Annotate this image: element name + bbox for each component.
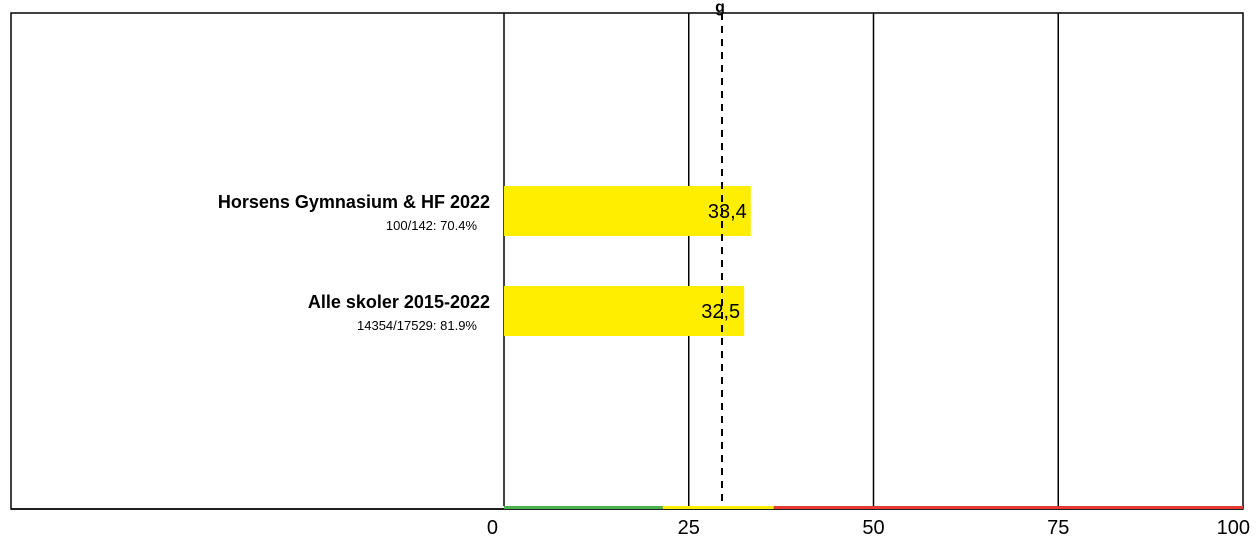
x-tick-label-50: 50 (862, 517, 884, 539)
category-labels: Horsens Gymnasium & HF 2022 100/142: 70.4… (218, 192, 490, 333)
chart-title: g (715, 0, 725, 16)
x-tick-label-75: 75 (1047, 517, 1069, 539)
category-label-0: Horsens Gymnasium & HF 2022 (218, 192, 490, 212)
color-band-1 (662, 506, 774, 509)
category-sublabel-1: 14354/17529: 81.9% (357, 318, 477, 333)
category-label-1: Alle skoler 2015-2022 (308, 292, 490, 312)
bar-0 (504, 186, 751, 236)
bar-value-label-0: 33,4 (708, 201, 747, 223)
color-band-0 (504, 506, 663, 509)
x-tick-label-0: 0 (487, 517, 498, 539)
x-tick-label-100: 100 (1217, 517, 1250, 539)
bars: 33,4 32,5 (504, 186, 751, 336)
category-sublabel-0: 100/142: 70.4% (386, 218, 478, 233)
color-bands (504, 506, 1243, 509)
bar-value-label-1: 32,5 (701, 301, 740, 323)
bar-1 (504, 286, 745, 336)
x-tick-label-25: 25 (678, 517, 700, 539)
x-tick-labels: 0 25 50 75 100 (487, 517, 1250, 539)
color-band-2 (773, 506, 1243, 509)
gridlines (503, 13, 1059, 506)
